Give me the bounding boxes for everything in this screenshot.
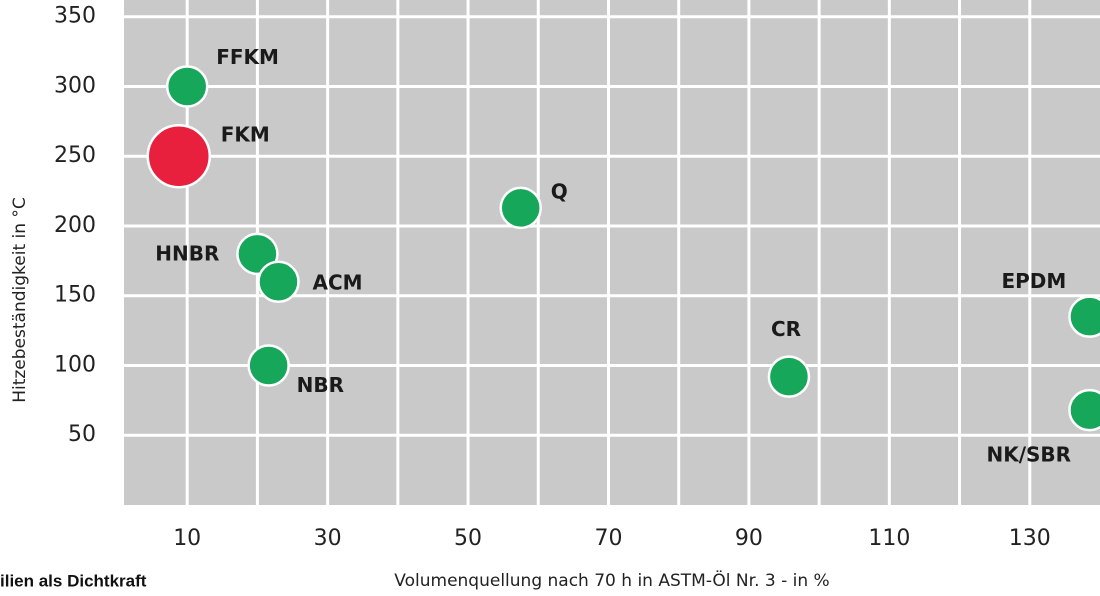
bubble	[1068, 388, 1100, 432]
point-label: CR	[771, 317, 801, 341]
y-axis-label: Hitzebeständigkeit in °C	[10, 197, 30, 403]
y-tick-label: 50	[68, 422, 96, 447]
y-tick-label: 200	[54, 213, 96, 238]
x-tick-label: 50	[454, 526, 482, 551]
y-tick-label: 100	[54, 352, 96, 377]
y-tick-label: 350	[54, 4, 96, 29]
bubble	[165, 65, 209, 108]
bubble	[247, 344, 290, 387]
bubble	[257, 260, 300, 304]
bubble	[1068, 295, 1100, 338]
y-tick-label: 150	[54, 283, 96, 308]
plot-area	[124, 0, 1100, 505]
x-tick-label: 110	[868, 526, 910, 551]
x-tick-label: 130	[1009, 526, 1051, 551]
x-axis-label: Volumenquellung nach 70 h in ASTM-Öl Nr.…	[394, 569, 829, 591]
bubble	[499, 186, 542, 230]
point-label: EPDM	[1001, 269, 1066, 293]
x-tick-label: 70	[594, 526, 622, 551]
x-tick-label: 90	[735, 526, 763, 551]
point-label: NK/SBR	[986, 443, 1071, 467]
bubble	[146, 123, 212, 189]
x-tick-label: 30	[314, 526, 342, 551]
footer-fragment: ilien als Dichtkraft	[0, 571, 147, 590]
point-label: FFKM	[216, 45, 279, 69]
bubble	[767, 355, 811, 398]
y-tick-label: 250	[54, 143, 96, 168]
marks: FFKM FKM Q HNBR ACM NBR CR EPDM NK/SBR	[146, 45, 1100, 467]
x-tick-label: 10	[173, 526, 201, 551]
point-label: Q	[551, 179, 568, 203]
y-tick-label: 300	[54, 73, 96, 98]
point-label: ACM	[312, 270, 362, 294]
point-label: HNBR	[155, 241, 219, 265]
point-label: NBR	[297, 373, 344, 397]
point-label: FKM	[221, 123, 270, 147]
